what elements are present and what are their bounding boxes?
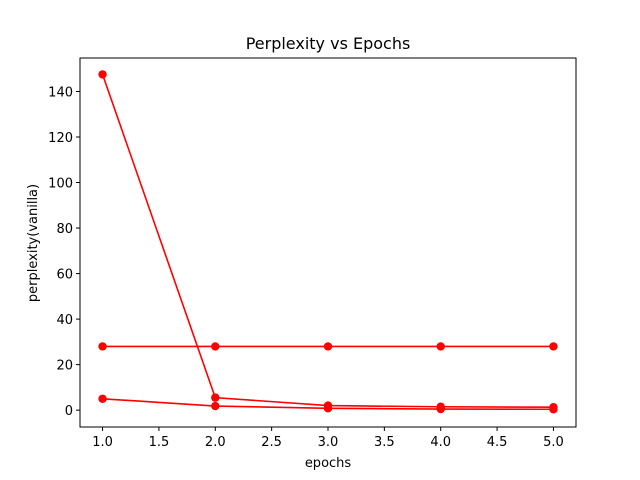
series-1-point: [98, 70, 107, 79]
chart-title: Perplexity vs Epochs: [246, 34, 411, 53]
series-1-point: [211, 393, 220, 402]
y-axis: 0 20 40 60 80 100 120 140: [48, 85, 80, 419]
series-3-point: [323, 404, 333, 413]
x-tick-label: 2.0: [205, 435, 226, 450]
y-tick-label: 100: [48, 177, 73, 192]
y-axis-label: perplexity(vanilla): [26, 184, 41, 302]
x-tick-label: 3.0: [318, 435, 339, 450]
series-3-point: [98, 394, 107, 403]
plot-series-layer: [98, 70, 558, 414]
plot-frame: [79, 57, 577, 428]
x-tick-label: 4.0: [430, 435, 451, 450]
series-2-point: [211, 342, 220, 351]
x-tick-label: 1.5: [149, 435, 170, 450]
series-3-point: [549, 405, 558, 414]
x-tick-label: 2.5: [261, 435, 282, 450]
y-tick-label: 140: [48, 85, 73, 100]
x-axis: 1.0 1.5 2.0 2.5 3.0 3.5 4.0 4.5 5.0: [92, 427, 564, 450]
y-tick-label: 80: [56, 222, 73, 237]
x-axis-label: epochs: [305, 456, 352, 471]
y-tick-label: 120: [48, 131, 73, 146]
x-tick-label: 3.5: [374, 435, 395, 450]
series-2-point: [436, 342, 445, 351]
x-tick-label: 1.0: [92, 435, 113, 450]
y-tick-label: 60: [56, 268, 73, 283]
series-3-point: [211, 401, 220, 411]
series-3-point: [436, 404, 445, 414]
series-2-point: [323, 342, 333, 351]
x-tick-label: 5.0: [543, 435, 564, 450]
y-tick-label: 20: [56, 359, 73, 374]
y-tick-label: 40: [56, 313, 73, 328]
series-2-point: [98, 342, 107, 351]
series-2-point: [549, 342, 558, 351]
x-tick-label: 4.5: [487, 435, 508, 450]
y-tick-label: 0: [65, 404, 73, 419]
